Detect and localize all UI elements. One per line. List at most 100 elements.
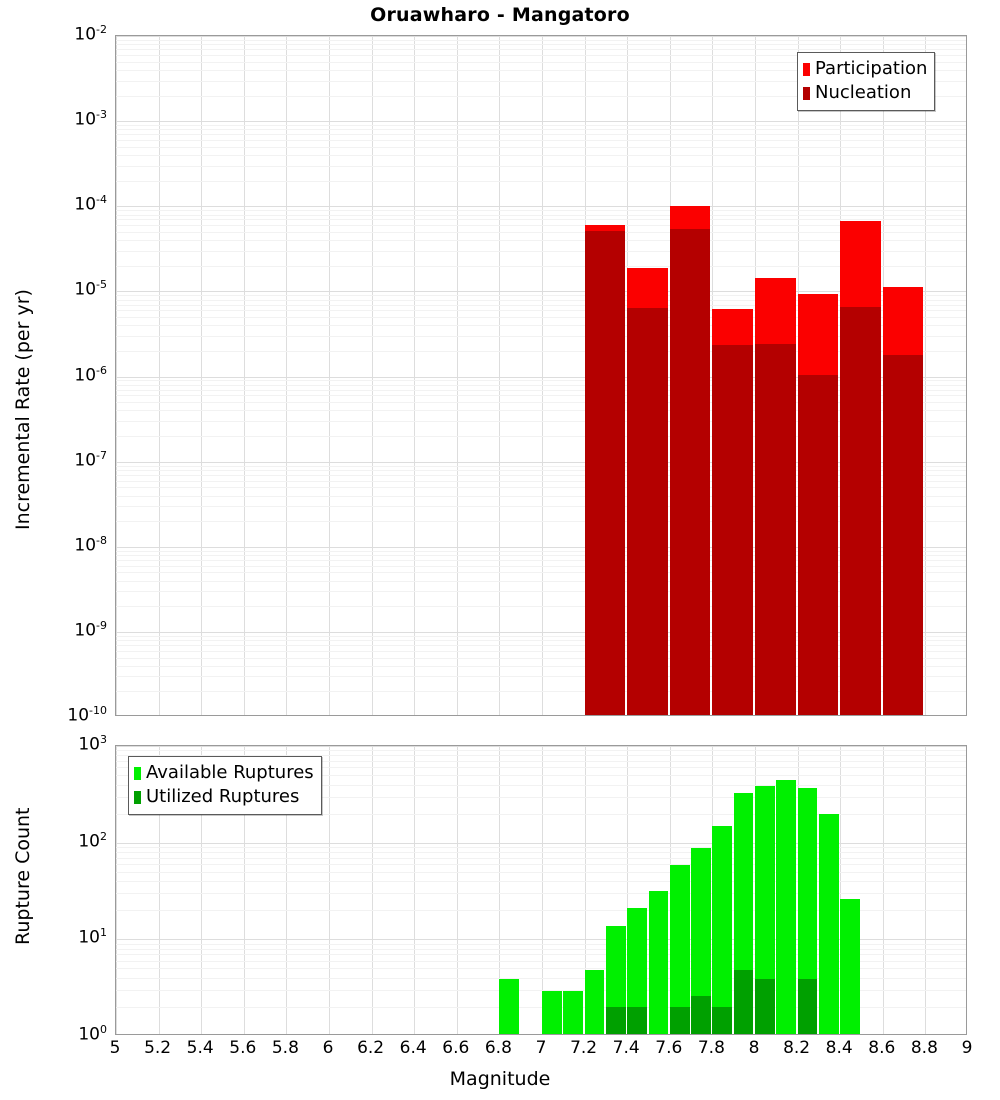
x-tick-label: 6.6 <box>442 1038 470 1058</box>
bar-bottom <box>691 746 711 1034</box>
gridline-vertical <box>925 746 927 1034</box>
gridline-horizontal <box>116 214 966 216</box>
gridline-horizontal <box>116 691 966 693</box>
x-tick-label: 7.4 <box>612 1038 640 1058</box>
gridline-vertical <box>329 746 330 1034</box>
incremental-rate-plot <box>115 35 967 716</box>
gridline-horizontal <box>116 881 966 883</box>
gridline-horizontal <box>116 54 966 56</box>
bar-top <box>797 36 839 715</box>
gridline-horizontal <box>116 775 966 777</box>
gridline-horizontal <box>116 61 966 63</box>
gridline-vertical <box>286 746 288 1034</box>
gridline-horizontal <box>116 943 966 945</box>
bar-segment-utilized <box>691 995 711 1034</box>
bar-bottom <box>755 746 775 1034</box>
gridline-horizontal <box>116 495 966 497</box>
gridline-vertical <box>158 36 160 715</box>
x-tick-label: 5.6 <box>229 1038 257 1058</box>
legend-swatch-icon <box>134 790 141 804</box>
gridline-vertical <box>371 36 373 715</box>
gridline-horizontal <box>116 231 966 233</box>
gridline-horizontal <box>116 225 966 227</box>
gridline-horizontal <box>116 335 966 337</box>
bar-top <box>755 36 796 715</box>
bar-bottom <box>563 746 584 1034</box>
x-tick-label: 8.4 <box>825 1038 853 1058</box>
gridline-horizontal <box>116 155 966 156</box>
x-tick-label: 5.8 <box>271 1038 299 1058</box>
gridline-horizontal <box>116 36 966 37</box>
gridline-horizontal <box>116 813 966 815</box>
y-axis-title-top: Incremental Rate (per yr) <box>12 289 34 530</box>
gridline-horizontal <box>116 572 966 574</box>
gridline-horizontal <box>116 676 966 678</box>
gridline-horizontal <box>116 750 966 752</box>
gridline-horizontal <box>116 180 966 182</box>
gridline-horizontal <box>116 657 966 659</box>
bar-bottom <box>584 746 605 1034</box>
gridline-vertical <box>542 36 543 715</box>
bar-bottom <box>542 746 562 1034</box>
legend-entry: Participation <box>803 57 927 81</box>
gridline-horizontal <box>116 635 966 637</box>
gridline-horizontal <box>116 555 966 556</box>
bar-segment-available <box>648 891 669 1034</box>
gridline-horizontal <box>116 376 966 378</box>
gridline-vertical <box>371 746 373 1034</box>
bar-segment-utilized <box>627 1007 647 1034</box>
bar-segment-available <box>563 990 584 1034</box>
bar-segment-utilized <box>669 1007 690 1034</box>
bar-bottom <box>840 746 860 1034</box>
legend-label: Participation <box>815 58 928 79</box>
gridline-horizontal <box>116 125 966 126</box>
y-tick-label: 10-8 <box>74 533 107 556</box>
gridline-horizontal <box>116 650 966 652</box>
gridline-horizontal <box>116 206 966 208</box>
bar-top <box>584 36 626 715</box>
gridline-horizontal <box>116 755 966 757</box>
gridline-horizontal <box>116 606 966 608</box>
gridline-horizontal <box>116 380 966 382</box>
gridline-horizontal <box>116 665 966 667</box>
y-tick-label: 10-9 <box>74 618 107 641</box>
bar-top <box>840 36 881 715</box>
gridline-horizontal <box>116 746 966 747</box>
gridline-horizontal <box>116 1006 966 1008</box>
bar-bottom <box>712 746 733 1034</box>
x-tick-label: 7.8 <box>697 1038 725 1058</box>
gridline-horizontal <box>116 295 966 297</box>
gridline-horizontal <box>116 784 966 786</box>
legend-entry: Utilized Ruptures <box>134 785 314 809</box>
bar-segment-available <box>542 990 562 1034</box>
gridline-vertical <box>627 746 629 1034</box>
gridline-horizontal <box>116 645 966 647</box>
y-tick-label: 10-5 <box>74 278 107 301</box>
page-title: Oruawharo - Mangatoro <box>370 4 630 26</box>
bar-bottom <box>797 746 818 1034</box>
x-tick-label: 6 <box>322 1038 334 1058</box>
gridline-vertical <box>158 746 160 1034</box>
bar-segment-utilized <box>712 1007 733 1034</box>
legend-swatch-icon <box>134 766 141 780</box>
x-tick-label: 6.4 <box>399 1038 427 1058</box>
legend-label: Available Ruptures <box>146 762 314 783</box>
gridline-horizontal <box>116 968 966 970</box>
gridline-vertical <box>925 36 927 715</box>
gridline-horizontal <box>116 546 966 548</box>
gridline-vertical <box>286 36 288 715</box>
gridline-horizontal <box>116 465 966 467</box>
bar-segment-available <box>818 813 839 1034</box>
legend-swatch-icon <box>803 62 810 76</box>
bar-segment-available <box>605 926 626 1034</box>
x-tick-label: 8.8 <box>910 1038 938 1058</box>
gridline-vertical <box>201 36 203 715</box>
gridline-horizontal <box>116 977 966 979</box>
y-axis-title-bottom: Rupture Count <box>12 807 34 946</box>
bar-segment-nucleation <box>627 308 668 715</box>
gridline-horizontal <box>116 591 966 593</box>
gridline-vertical <box>243 36 245 715</box>
gridline-horizontal <box>116 559 966 561</box>
bar-segment-nucleation <box>712 345 753 715</box>
gridline-horizontal <box>116 389 966 391</box>
